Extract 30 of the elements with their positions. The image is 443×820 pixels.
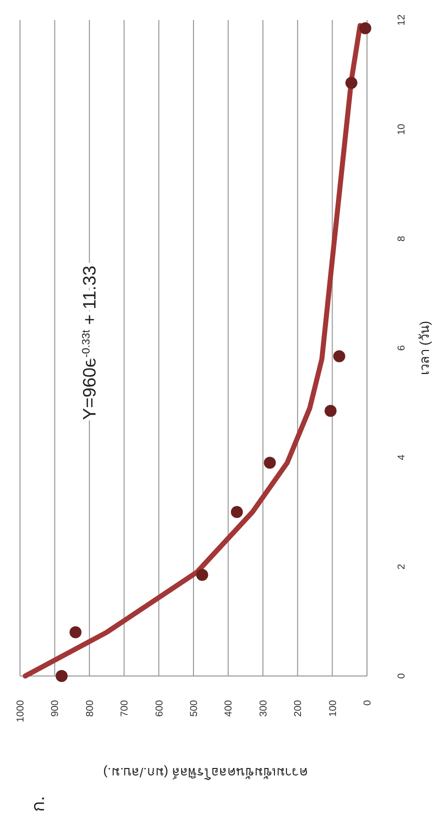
x-tick-label: 700: [120, 700, 131, 717]
x-tick-label: 900: [50, 700, 62, 717]
y-tick-label: 6: [396, 344, 408, 351]
x-tick-label: 600: [154, 700, 166, 717]
point: [56, 670, 68, 682]
x-tick-label: 100: [328, 700, 339, 717]
point: [359, 22, 372, 34]
y-tick-label: 10: [396, 123, 408, 135]
point: [196, 568, 208, 581]
x-tick-label: 300: [258, 700, 270, 717]
x-tick-label: 500: [189, 700, 200, 717]
y-tick-label: 8: [396, 235, 408, 242]
point: [264, 456, 276, 469]
y-axis-title: เวลา (วัน): [417, 320, 432, 376]
x-tick-label: 400: [224, 700, 235, 717]
point: [230, 506, 243, 518]
x-tick-label: 1000: [16, 700, 26, 722]
x-tick-label: 200: [293, 700, 304, 717]
point: [345, 76, 358, 89]
point: [70, 626, 82, 638]
y-tick-label: 2: [396, 563, 408, 570]
y-tick-label: 0: [396, 672, 408, 679]
point: [333, 350, 346, 362]
y-tick-label: 12: [396, 14, 408, 26]
point: [324, 404, 337, 417]
x-axis-title: ความเข้มข้นคลอโรฟิลล์ (มก./ลบ.ม.): [103, 765, 308, 780]
x-tick-label: 0: [362, 700, 374, 706]
y-tick-label: 4: [396, 454, 408, 460]
text: ก.: [28, 796, 48, 812]
x-tick-label: 800: [84, 700, 96, 717]
